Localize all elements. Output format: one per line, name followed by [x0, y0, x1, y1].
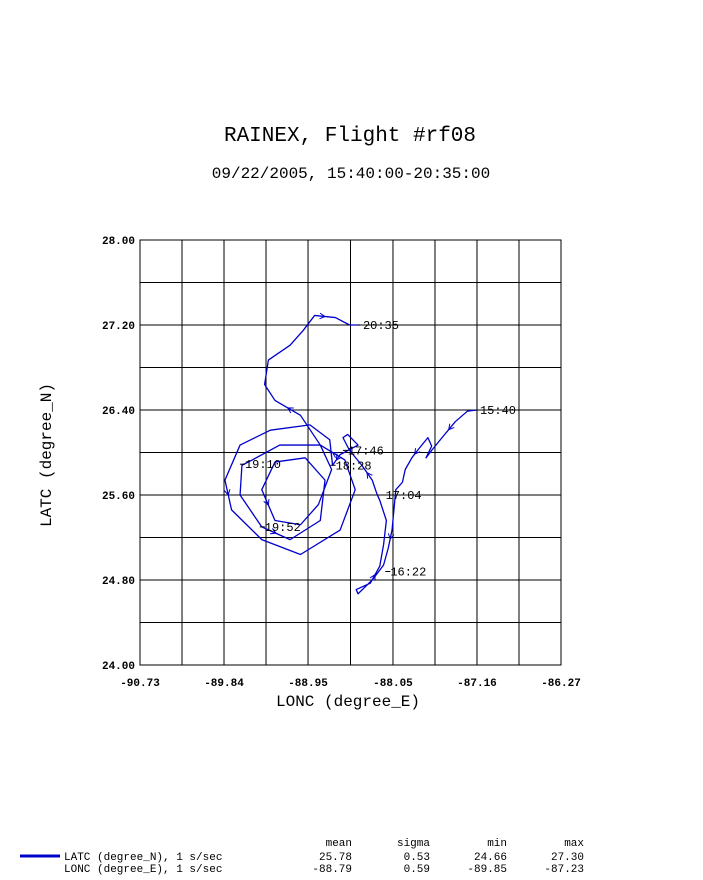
- direction-arrow: [269, 528, 277, 535]
- y-tick-label: 24.80: [102, 576, 135, 588]
- stats-header: sigma: [397, 838, 430, 850]
- stats-cell: 25.78: [319, 852, 352, 864]
- x-tick-label: -87.16: [457, 678, 497, 690]
- annotation: 17:46: [348, 444, 384, 458]
- annotation: 18:28: [336, 459, 372, 473]
- annotation: 19:10: [245, 458, 281, 472]
- stats-cell: 0.53: [404, 852, 430, 864]
- stats-header: max: [564, 838, 584, 850]
- track-line: [224, 314, 478, 595]
- y-tick-label: 26.40: [102, 406, 135, 418]
- annotation: 20:35: [363, 319, 399, 333]
- direction-arrow: [319, 312, 327, 320]
- direction-arrow: [387, 533, 395, 541]
- x-tick-label: -86.27: [541, 678, 581, 690]
- y-tick-label: 25.60: [102, 491, 135, 503]
- stats-cell: 27.30: [551, 852, 584, 864]
- direction-arrow: [369, 573, 376, 581]
- legend-label: LATC (degree_N), 1 s/sec: [64, 852, 222, 864]
- direction-arrow: [263, 499, 270, 507]
- direction-arrow: [448, 423, 455, 431]
- y-tick-label: 27.20: [102, 321, 135, 333]
- y-tick-label: 24.00: [102, 661, 135, 673]
- annotation: 19:52: [265, 521, 301, 535]
- stats-cell: -87.23: [544, 864, 584, 876]
- x-tick-label: -90.73: [120, 678, 160, 690]
- x-tick-label: -89.84: [204, 678, 244, 690]
- direction-arrow: [414, 448, 421, 455]
- direction-arrow: [335, 453, 342, 461]
- stats-cell: -88.79: [312, 864, 352, 876]
- y-axis-label: LATC (degree_N): [38, 383, 56, 527]
- chart-subtitle: 09/22/2005, 15:40:00-20:35:00: [212, 165, 490, 183]
- annotation: 15:40: [480, 404, 516, 418]
- direction-arrow: [366, 471, 373, 479]
- stats-row-label: LONC (degree_E), 1 s/sec: [64, 864, 222, 876]
- stats-cell: 24.66: [474, 852, 507, 864]
- annotation: 17:04: [386, 489, 422, 503]
- x-axis-label: LONC (degree_E): [276, 693, 420, 711]
- annotation: 16:22: [390, 566, 426, 580]
- stats-cell: 0.59: [404, 864, 430, 876]
- direction-arrow: [223, 489, 231, 497]
- x-tick-label: -88.95: [288, 678, 328, 690]
- direction-arrow: [286, 407, 294, 414]
- stats-cell: -89.85: [467, 864, 507, 876]
- stats-header: mean: [326, 838, 352, 850]
- chart-title: RAINEX, Flight #rf08: [224, 125, 476, 148]
- stats-header: min: [487, 838, 507, 850]
- y-tick-label: 28.00: [102, 236, 135, 248]
- direction-arrow: [331, 451, 339, 458]
- x-tick-label: -88.05: [373, 678, 413, 690]
